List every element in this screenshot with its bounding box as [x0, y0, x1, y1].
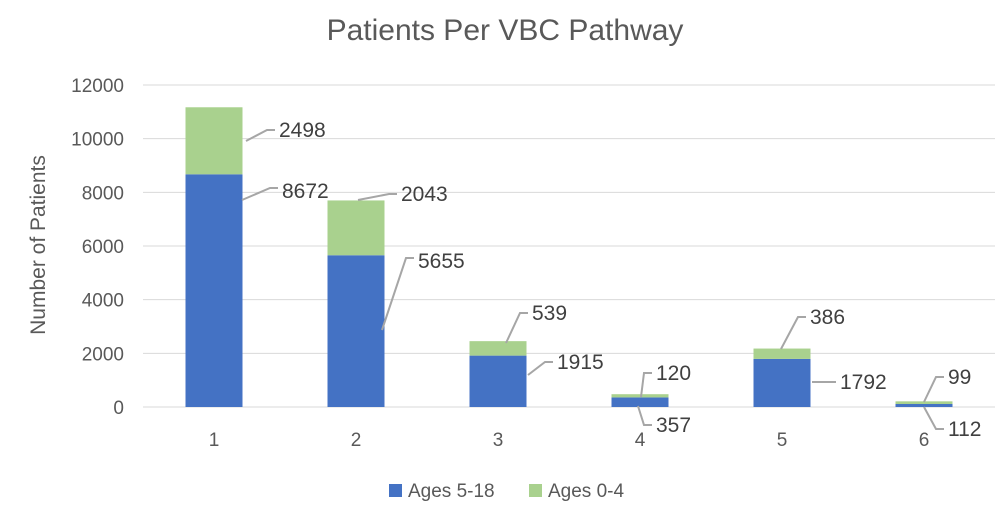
y-tick-label: 2000	[82, 344, 124, 365]
x-tick-label: 1	[209, 430, 220, 451]
data-label-ages-5-18: 5655	[418, 250, 465, 273]
legend-label: Ages 5-18	[408, 481, 495, 502]
chart-title: Patients Per VBC Pathway	[327, 14, 684, 47]
leader-line	[640, 372, 652, 398]
y-tick-label: 10000	[71, 130, 124, 151]
x-tick-label: 3	[493, 430, 504, 451]
leader-line	[381, 257, 414, 331]
leader-line	[241, 187, 278, 201]
bar-ages-0-4	[611, 394, 669, 398]
data-label-ages-0-4: 99	[948, 366, 971, 389]
data-label-ages-5-18: 8672	[282, 180, 329, 203]
leader-line	[357, 193, 397, 201]
leader-line	[923, 406, 944, 430]
leader-line	[780, 316, 806, 350]
bar-ages-5-18	[753, 358, 811, 407]
x-tick-label: 4	[635, 430, 646, 451]
legend-swatch	[389, 484, 402, 497]
y-tick-label: 0	[113, 398, 124, 419]
x-tick-label: 2	[351, 430, 362, 451]
bar-ages-0-4	[185, 107, 243, 175]
bar-ages-0-4	[469, 341, 527, 356]
leader-line	[245, 129, 275, 142]
leader-line	[923, 376, 944, 403]
y-tick-label: 8000	[82, 183, 124, 204]
legend-label: Ages 0-4	[548, 481, 624, 502]
y-tick-label: 6000	[82, 237, 124, 258]
bar-ages-0-4	[753, 348, 811, 359]
bar-ages-5-18	[895, 403, 953, 407]
leader-line	[527, 361, 553, 376]
legend-swatch	[529, 484, 542, 497]
y-tick-label: 4000	[82, 291, 124, 312]
leader-line	[637, 405, 652, 426]
bar-ages-0-4	[327, 200, 385, 256]
x-tick-label: 6	[919, 430, 930, 451]
data-label-ages-5-18: 357	[656, 414, 691, 437]
leader-line	[505, 312, 528, 344]
data-label-ages-5-18: 112	[948, 418, 981, 441]
data-label-ages-0-4: 386	[810, 306, 845, 329]
x-tick-label: 5	[777, 430, 788, 451]
bar-ages-5-18	[469, 355, 527, 407]
y-tick-label: 12000	[71, 76, 124, 97]
data-label-ages-0-4: 2498	[279, 119, 326, 142]
y-axis-label: Number of Patients	[27, 155, 50, 335]
data-label-ages-5-18: 1792	[840, 371, 887, 394]
data-label-ages-5-18: 1915	[557, 351, 604, 374]
bar-ages-5-18	[611, 397, 669, 407]
bar-ages-5-18	[327, 255, 385, 407]
data-label-ages-0-4: 539	[532, 302, 567, 325]
bar-ages-0-4	[895, 401, 953, 404]
data-label-ages-0-4: 120	[656, 362, 691, 385]
data-label-ages-0-4: 2043	[401, 183, 448, 206]
bar-ages-5-18	[185, 174, 243, 407]
